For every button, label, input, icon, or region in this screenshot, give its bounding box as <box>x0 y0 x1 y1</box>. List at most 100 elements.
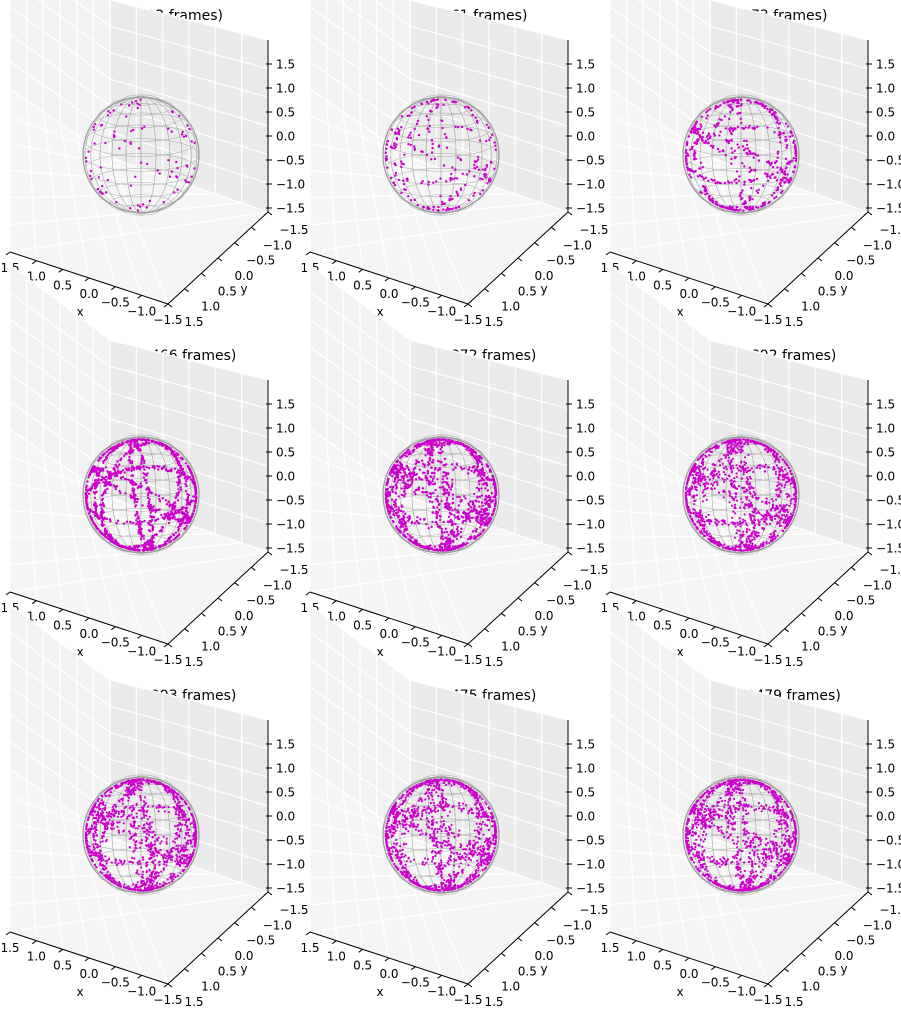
x-tick-label: 0.0 <box>79 627 98 641</box>
data-point <box>766 510 769 513</box>
data-point <box>494 487 497 490</box>
data-point <box>115 201 118 204</box>
data-point <box>748 475 751 478</box>
data-point <box>140 484 143 488</box>
y-tick <box>851 566 856 571</box>
data-point <box>741 145 745 148</box>
data-point <box>89 471 92 475</box>
data-point <box>458 517 461 521</box>
z-tick-label: −1.5 <box>276 202 305 216</box>
data-point <box>189 471 193 474</box>
data-point <box>142 549 145 552</box>
data-point <box>435 549 438 552</box>
data-point <box>427 546 430 549</box>
data-point <box>447 541 450 544</box>
data-point <box>181 506 184 510</box>
data-point <box>184 482 187 486</box>
data-point <box>162 466 165 469</box>
data-point <box>393 183 397 187</box>
data-point <box>725 100 728 104</box>
data-point <box>456 495 459 499</box>
data-point <box>420 545 423 548</box>
x-tick <box>411 286 416 291</box>
data-point <box>393 500 396 503</box>
data-point <box>143 519 146 523</box>
z-tick-label: 1.5 <box>576 58 595 72</box>
data-point <box>86 508 90 511</box>
data-point <box>185 480 188 483</box>
data-point <box>699 161 703 164</box>
grid-line <box>709 131 869 184</box>
data-point <box>130 129 133 133</box>
grid-line <box>9 142 163 177</box>
z-tick-label: 0.5 <box>576 446 595 460</box>
data-point <box>434 520 438 524</box>
data-point <box>90 470 93 473</box>
data-point <box>188 476 191 479</box>
data-point <box>699 484 702 487</box>
data-point <box>140 444 143 447</box>
data-point <box>158 443 161 446</box>
data-point <box>747 453 750 456</box>
data-point <box>129 141 132 144</box>
data-point <box>475 527 478 531</box>
data-point <box>112 541 115 544</box>
data-point <box>783 170 787 173</box>
data-point <box>440 444 443 447</box>
data-point <box>779 504 782 507</box>
data-point <box>391 488 394 491</box>
data-point <box>730 157 733 161</box>
data-point <box>136 204 140 207</box>
data-point <box>744 147 747 150</box>
data-point <box>120 470 123 473</box>
data-point <box>451 178 454 181</box>
data-point <box>486 477 489 480</box>
data-point <box>395 143 398 146</box>
data-point <box>157 494 161 498</box>
data-point <box>135 467 139 470</box>
data-point <box>169 510 173 513</box>
data-point <box>443 491 446 495</box>
data-point <box>138 520 141 523</box>
data-point <box>180 457 183 460</box>
data-point <box>152 508 155 512</box>
data-point <box>451 545 455 548</box>
data-point <box>402 525 405 528</box>
data-point <box>711 146 714 149</box>
z-tick-label: 0.5 <box>576 106 595 120</box>
x-tick-label: −1.0 <box>727 304 756 318</box>
data-point <box>479 460 482 464</box>
data-point <box>440 527 443 531</box>
data-point <box>446 548 450 551</box>
data-point <box>439 448 442 451</box>
data-point <box>740 121 743 125</box>
data-point <box>436 513 439 516</box>
y-tick-label: 0.0 <box>234 269 253 283</box>
data-point <box>700 125 703 128</box>
data-point <box>163 513 166 516</box>
data-point <box>120 476 123 479</box>
data-point <box>147 487 151 491</box>
data-point <box>440 499 443 503</box>
data-point <box>703 478 707 481</box>
data-point <box>686 168 690 171</box>
data-point <box>455 206 458 210</box>
data-point <box>167 538 171 541</box>
data-point <box>137 449 140 452</box>
data-point <box>436 511 440 514</box>
data-point <box>487 494 491 498</box>
y-tick <box>201 272 206 277</box>
data-point <box>429 493 433 496</box>
data-point <box>427 102 430 105</box>
data-point <box>456 529 459 533</box>
data-point <box>185 499 189 502</box>
y-axis-label: y <box>240 622 247 636</box>
data-point <box>440 119 443 122</box>
data-point <box>442 471 445 474</box>
data-point <box>441 542 444 545</box>
data-point <box>182 515 185 519</box>
data-point <box>98 529 101 533</box>
data-point <box>403 481 407 485</box>
data-point <box>786 173 789 176</box>
data-point <box>468 170 471 173</box>
